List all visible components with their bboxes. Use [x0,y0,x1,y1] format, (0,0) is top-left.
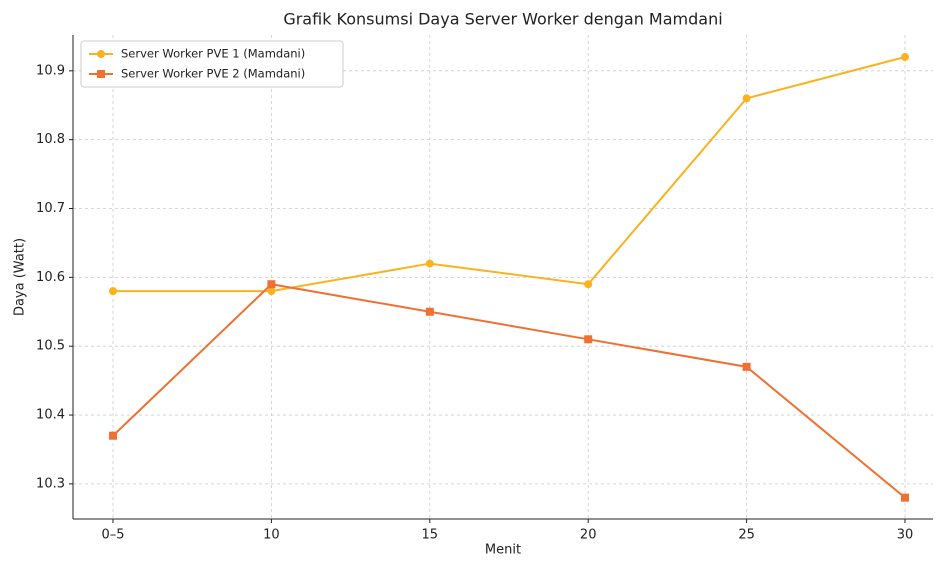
legend-box [80,40,344,88]
y-tick-label: 10.6 [36,270,65,285]
x-axis-label: Menit [485,543,521,558]
y-tick-label: 10.7 [36,201,65,216]
series-line [112,283,906,499]
x-tick-label: 0–5 [101,528,124,543]
marker [901,53,909,62]
x-tick-label: 25 [738,528,755,543]
legend-label: Server Worker PVE 1 (Mamdani) [121,47,305,61]
x-tick-label: 10 [263,528,280,543]
y-tick-label: 10.5 [36,339,65,354]
marker [425,259,434,268]
marker [742,94,751,103]
marker [901,493,909,502]
marker [267,287,276,296]
marker [425,307,434,316]
marker [109,431,117,440]
marker [97,50,105,58]
y-tick-label: 10.4 [36,408,65,423]
marker [584,280,593,289]
chart-title: Grafik Konsumsi Daya Server Worker denga… [283,10,722,29]
marker [267,280,276,289]
x-tick-label: 30 [897,528,914,543]
series-line [113,56,906,293]
legend: Server Worker PVE 1 (Mamdani) Server Work… [80,40,344,88]
x-tick-label: 20 [580,528,597,543]
y-axis-label: Daya (Watt) [13,238,28,316]
marker [742,362,751,371]
marker [584,335,593,344]
y-tick-label: 10.9 [36,63,65,78]
legend-label: Server Worker PVE 2 (Mamdani) [121,67,305,81]
y-tick-label: 10.3 [36,476,65,491]
marker [109,287,117,296]
x-tick-label: 15 [422,528,439,543]
marker [97,70,105,78]
y-tick-label: 10.8 [36,132,65,147]
